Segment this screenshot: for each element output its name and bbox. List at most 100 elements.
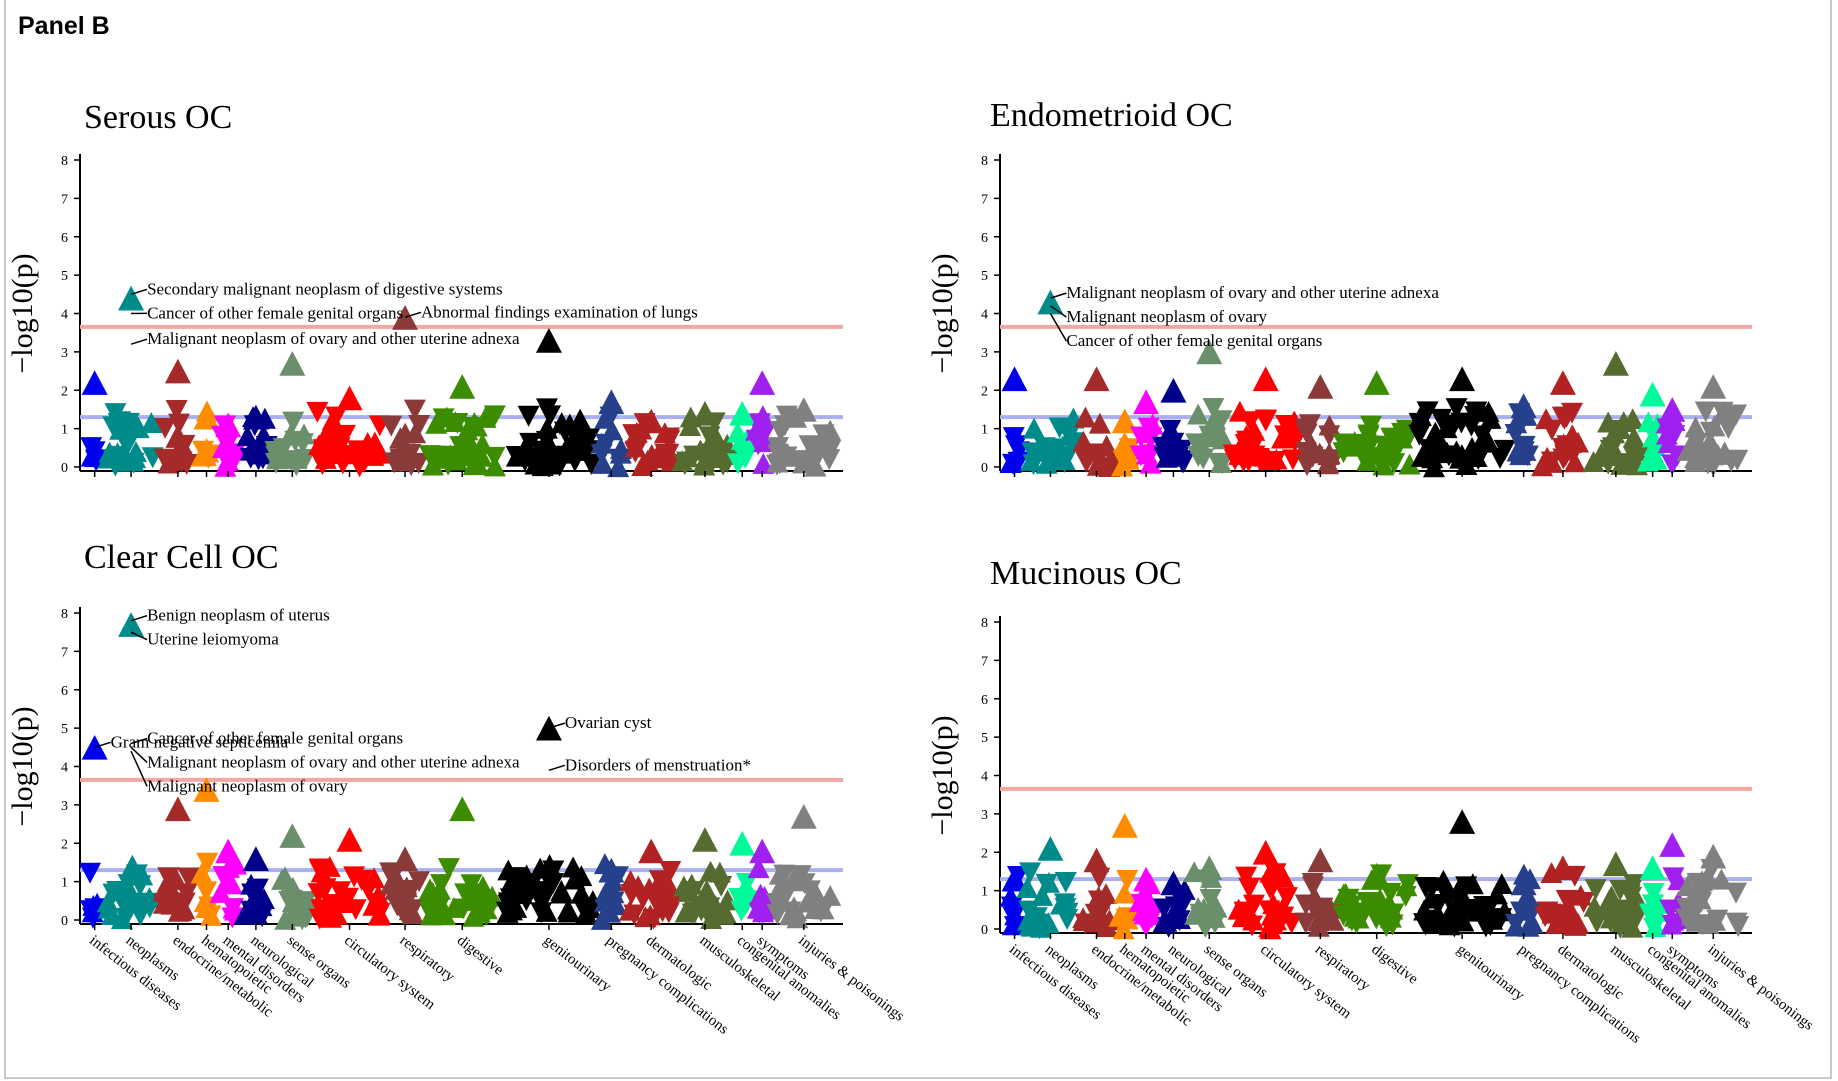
point-marker [308,908,331,930]
point-marker [1001,366,1028,392]
y-tick-label: 7 [61,192,68,207]
y-tick-label: 5 [61,722,68,737]
point-marker [279,823,306,848]
annotation-label: Cancer of other female genital organs [1066,331,1322,350]
point-marker [550,882,573,904]
y-tick-label: 4 [981,770,988,785]
point-marker [1261,875,1284,897]
point-marker [558,435,581,456]
point-marker [462,454,485,476]
point-marker [118,412,141,434]
point-marker [118,612,145,637]
point-marker [1356,892,1379,913]
point-marker [1037,912,1060,934]
point-marker [1697,912,1720,934]
point-marker [129,875,152,897]
point-marker [1037,836,1064,861]
point-marker [1074,406,1097,428]
point-marker [1140,427,1163,449]
point-marker [749,370,776,395]
point-marker [1083,366,1110,392]
point-marker [308,434,331,456]
y-tick-label: 6 [61,231,68,246]
point-marker [167,447,190,469]
point-marker [781,870,804,892]
point-marker [1685,432,1708,454]
point-marker [1554,445,1577,467]
point-marker [121,854,144,876]
point-marker [812,898,835,920]
point-marker [1725,404,1748,426]
point-marker [1572,892,1595,913]
point-marker [1513,435,1536,457]
point-marker [1659,397,1686,422]
point-marker [215,838,242,864]
point-marker [1060,436,1083,458]
x-tick-label: genitourinary [540,933,614,996]
point-marker [726,453,749,475]
point-marker [658,444,681,466]
point-marker [217,450,240,471]
point-marker [1413,913,1436,935]
point-marker [599,901,622,923]
point-marker [1173,450,1196,471]
point-marker [1136,443,1159,465]
point-marker [534,451,557,473]
chart-panel-1: Serous OC −log10(p) 0 1 2 3 4 5 6 7 8 Secondary mal… [6,99,843,478]
annotation-leader [548,722,566,729]
chart-title: Serous OC [84,99,232,136]
point-marker [1002,427,1025,448]
y-axis-label: −log10(p) [6,253,39,373]
point-marker [1449,809,1476,834]
point-marker [1510,393,1537,418]
point-marker [246,878,269,900]
point-marker [1504,913,1527,935]
point-marker [322,445,345,467]
point-marker [1445,398,1468,420]
point-marker [1199,889,1222,910]
chart-title: Mucinous OC [990,555,1182,592]
annotation-label: Uterine leiomyoma [147,630,279,649]
point-marker [571,438,594,460]
annotation-leader [548,764,566,772]
point-marker [691,400,718,426]
point-marker [1563,451,1586,473]
point-marker [1116,869,1139,891]
point-marker [1037,871,1060,893]
point-marker [1659,832,1686,857]
point-marker [1642,882,1665,904]
y-tick-label: 3 [981,346,988,361]
point-marker [469,889,492,911]
point-marker [116,435,139,457]
point-marker [1605,443,1628,465]
point-marker [221,898,244,920]
annotation-label: Ovarian cyst [565,713,652,732]
point-marker [1712,401,1735,423]
point-marker [118,285,145,311]
point-marker [271,868,294,890]
point-marker [542,860,565,882]
point-marker [812,424,835,446]
annotation-label: Gram negative septicemia [111,732,289,751]
point-marker [691,827,718,852]
point-marker [110,908,133,929]
point-marker [247,449,270,471]
point-marker [403,399,426,421]
point-marker [766,904,789,925]
point-marker [1187,403,1210,425]
point-marker [1160,377,1187,403]
point-marker [1531,455,1554,477]
point-marker [1477,400,1500,422]
point-marker [745,419,768,441]
point-marker [319,906,342,928]
point-marker [1639,381,1666,407]
point-marker [1021,442,1044,464]
point-marker [437,858,460,879]
point-marker [1373,435,1396,457]
point-marker [535,328,562,353]
point-marker [571,419,594,441]
point-marker [1300,434,1323,456]
point-marker [325,406,348,428]
point-marker [749,838,776,864]
point-marker [638,838,665,864]
